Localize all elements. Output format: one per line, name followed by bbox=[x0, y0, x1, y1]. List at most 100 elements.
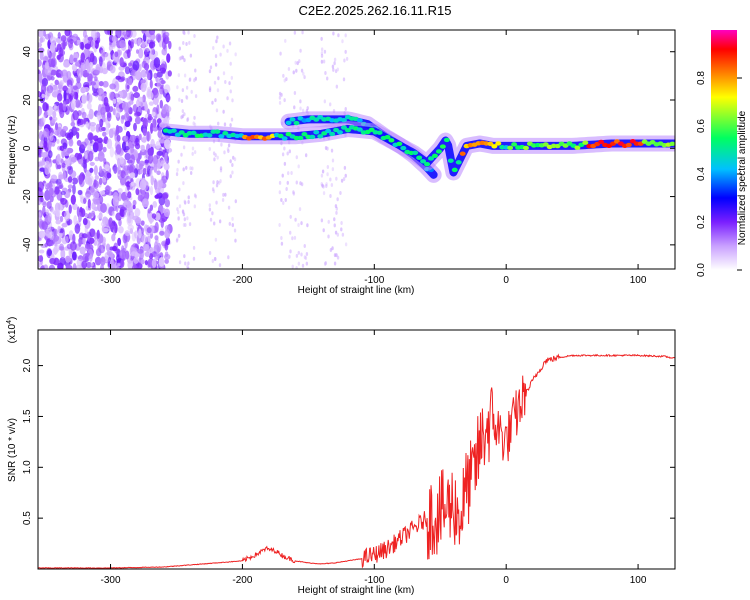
noise-speck bbox=[70, 194, 76, 205]
noise-speck bbox=[138, 228, 142, 239]
noise-speck bbox=[55, 36, 63, 44]
snr-line bbox=[38, 353, 675, 569]
noise-speck bbox=[227, 143, 231, 148]
noise-speck bbox=[38, 230, 46, 239]
noise-speck bbox=[229, 159, 232, 164]
noise-speck bbox=[94, 31, 101, 38]
noise-speck bbox=[126, 92, 131, 101]
p1-ytick-label: 40 bbox=[22, 46, 33, 58]
noise-speck bbox=[344, 33, 347, 38]
noise-speck bbox=[45, 228, 53, 239]
noise-speck bbox=[122, 31, 129, 36]
noise-speck bbox=[58, 174, 64, 180]
noise-speck bbox=[102, 131, 107, 137]
noise-speck bbox=[212, 180, 215, 185]
noise-speck bbox=[135, 188, 140, 196]
noise-speck bbox=[303, 75, 306, 80]
noise-speck bbox=[219, 179, 222, 184]
multiplier-exponent: 4 bbox=[6, 320, 13, 324]
noise-speck bbox=[159, 230, 165, 236]
noise-speck bbox=[151, 111, 156, 117]
noise-speck bbox=[297, 261, 301, 266]
noise-speck bbox=[139, 169, 143, 175]
noise-speck bbox=[180, 98, 184, 103]
noise-speck bbox=[164, 258, 169, 264]
noise-speck bbox=[293, 90, 297, 95]
noise-speck bbox=[55, 154, 61, 166]
noise-speck bbox=[218, 219, 222, 224]
noise-speck bbox=[118, 218, 122, 227]
noise-speck bbox=[48, 150, 53, 159]
noise-speck bbox=[140, 144, 146, 153]
ridge-blob bbox=[431, 153, 438, 158]
noise-speck bbox=[159, 159, 166, 164]
noise-speck bbox=[105, 243, 111, 252]
noise-speck bbox=[331, 167, 335, 172]
noise-speck bbox=[293, 105, 296, 110]
noise-speck bbox=[94, 76, 98, 82]
noise-speck bbox=[215, 39, 218, 44]
noise-speck bbox=[112, 245, 118, 252]
noise-speck bbox=[102, 80, 109, 88]
noise-speck bbox=[94, 256, 102, 266]
noise-speck bbox=[53, 246, 58, 255]
noise-speck bbox=[188, 222, 192, 227]
noise-speck bbox=[220, 142, 223, 147]
noise-speck bbox=[55, 219, 61, 225]
noise-speck bbox=[208, 250, 212, 255]
noise-speck bbox=[87, 150, 94, 162]
noise-speck bbox=[193, 150, 197, 155]
p2-ytick-label: 1.0 bbox=[22, 460, 33, 474]
noise-speck bbox=[84, 151, 88, 160]
noise-speck bbox=[98, 177, 103, 186]
noise-speck bbox=[163, 208, 171, 218]
noise-speck bbox=[38, 261, 41, 268]
noise-speck bbox=[140, 220, 145, 226]
p1-ytick-label: 0 bbox=[22, 145, 33, 151]
noise-speck bbox=[72, 184, 76, 195]
svg-text:(x104): (x104) bbox=[6, 317, 18, 344]
noise-speck bbox=[334, 69, 338, 74]
noise-speck bbox=[151, 213, 157, 219]
noise-speck bbox=[168, 40, 172, 50]
noise-speck bbox=[229, 89, 232, 94]
p1-xtick-label: -300 bbox=[101, 275, 121, 286]
noise-speck bbox=[100, 49, 106, 57]
noise-speck bbox=[38, 124, 43, 130]
x-ticks-1: -300 -200 -100 0 100 bbox=[101, 30, 647, 286]
noise-speck bbox=[60, 190, 66, 196]
noise-speck bbox=[124, 120, 131, 128]
noise-speck bbox=[181, 88, 185, 93]
noise-speck bbox=[289, 214, 292, 219]
p2-xtick-label: -300 bbox=[101, 575, 121, 586]
ridge-blob bbox=[178, 130, 185, 135]
noise-speck bbox=[139, 179, 147, 191]
p2-xtick-label: -200 bbox=[232, 575, 252, 586]
noise-speck bbox=[57, 262, 64, 269]
noise-speck bbox=[177, 216, 180, 221]
noise-speck bbox=[115, 30, 122, 39]
noise-speck bbox=[229, 123, 232, 128]
noise-speck bbox=[134, 142, 141, 150]
noise-speck bbox=[70, 156, 77, 163]
noise-speck bbox=[89, 228, 96, 238]
noise-speck bbox=[57, 92, 63, 102]
noise-speck bbox=[98, 95, 102, 101]
noise-speck bbox=[184, 261, 187, 266]
noise-speck bbox=[73, 57, 78, 62]
noise-speck bbox=[129, 172, 136, 179]
noise-speck bbox=[282, 201, 285, 206]
noise-speck bbox=[149, 167, 153, 179]
noise-speck bbox=[119, 249, 126, 260]
noise-speck bbox=[97, 87, 104, 97]
noise-speck bbox=[295, 253, 299, 258]
noise-speck bbox=[216, 88, 220, 93]
noise-speck bbox=[121, 101, 129, 111]
noise-speck bbox=[62, 142, 68, 150]
ridge-blob bbox=[487, 141, 494, 147]
noise-speck bbox=[187, 199, 190, 204]
noise-speck bbox=[48, 187, 54, 197]
noise-speck bbox=[116, 134, 121, 142]
noise-speck bbox=[49, 132, 54, 142]
noise-speck bbox=[114, 51, 119, 58]
